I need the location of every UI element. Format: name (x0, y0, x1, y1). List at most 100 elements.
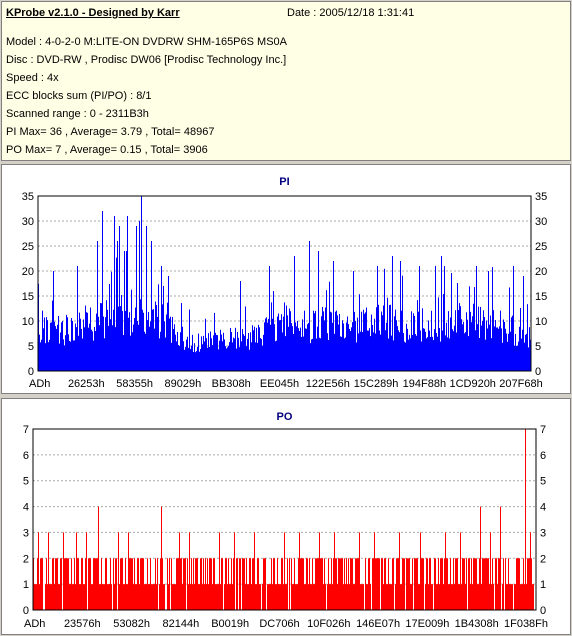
data-bar (517, 345, 518, 371)
data-bar (378, 558, 379, 610)
data-bar (226, 348, 227, 371)
data-bar (390, 304, 391, 371)
data-bar (110, 558, 111, 610)
data-bar (400, 261, 401, 371)
data-bar (305, 584, 306, 610)
data-bar (378, 304, 379, 371)
data-bar (315, 310, 316, 371)
data-bar (108, 325, 109, 371)
data-bar (316, 338, 317, 371)
data-bar (221, 334, 222, 371)
data-bar (95, 558, 96, 610)
data-bar (35, 584, 36, 610)
data-bar (302, 319, 303, 371)
data-bar (324, 320, 325, 371)
data-bar (499, 558, 500, 610)
data-bar (124, 251, 125, 371)
data-bar (198, 584, 199, 610)
x-tick-label: EE045h (260, 378, 299, 390)
data-bar (122, 558, 123, 610)
data-bar (337, 584, 338, 610)
data-bar (105, 558, 106, 610)
data-bar (350, 331, 351, 371)
data-bar (395, 584, 396, 610)
data-bar (407, 328, 408, 371)
data-bar (189, 309, 190, 371)
data-bar (60, 558, 61, 610)
data-bar (58, 316, 59, 371)
data-bar (210, 558, 211, 610)
data-bar (450, 558, 451, 610)
data-bar (354, 584, 355, 610)
data-bar (172, 317, 173, 371)
y-tick-label-left: 0 (23, 605, 29, 617)
data-bar (188, 584, 189, 610)
data-bar (75, 584, 76, 610)
data-bar (124, 584, 125, 610)
data-bar (74, 340, 75, 371)
data-bar (510, 331, 511, 371)
data-bar (249, 558, 250, 610)
data-bar (278, 584, 279, 610)
data-bar (515, 333, 516, 371)
data-bar (308, 584, 309, 610)
data-bar (245, 306, 246, 371)
data-bar (343, 584, 344, 610)
data-bar (88, 327, 89, 371)
data-bar (251, 342, 252, 371)
data-bar (80, 318, 81, 371)
data-bar (464, 558, 465, 610)
data-bar (208, 333, 209, 371)
data-bar (495, 558, 496, 610)
data-bar (214, 312, 215, 371)
data-bar (323, 584, 324, 610)
data-bar (454, 325, 455, 371)
data-bar (172, 584, 173, 610)
data-bar (330, 311, 331, 371)
x-tick-label: 15C289h (354, 378, 399, 390)
data-bar (236, 348, 237, 371)
data-bar (457, 283, 458, 371)
data-bar (222, 341, 223, 371)
data-bar (160, 558, 161, 610)
data-bar (512, 584, 513, 610)
data-bar (115, 558, 116, 610)
data-bar (114, 584, 115, 610)
data-bar (133, 324, 134, 371)
data-bar (333, 558, 334, 610)
data-bar (142, 309, 143, 371)
y-tick-label-left: 5 (28, 341, 34, 353)
data-bar (187, 558, 188, 610)
data-bar (423, 328, 424, 371)
data-bar (190, 348, 191, 371)
data-bar (55, 558, 56, 610)
data-bar (131, 289, 132, 371)
data-bar (98, 316, 99, 371)
data-bar (383, 584, 384, 610)
data-bar (362, 584, 363, 610)
data-bar (76, 532, 77, 610)
data-bar (242, 329, 243, 371)
data-bar (296, 584, 297, 610)
data-bar (291, 558, 292, 610)
data-bar (52, 558, 53, 610)
data-bar (89, 558, 90, 610)
data-bar (395, 309, 396, 371)
data-bar (231, 558, 232, 610)
data-bar (464, 333, 465, 371)
data-bar (347, 584, 348, 610)
data-bar (116, 257, 117, 371)
data-bar (521, 338, 522, 371)
data-bar (527, 304, 528, 371)
x-tick-label: 26253h (68, 378, 105, 390)
data-bar (488, 271, 489, 371)
data-bar (49, 339, 50, 371)
data-bar (306, 328, 307, 371)
data-bar (264, 558, 265, 610)
data-bar (216, 584, 217, 610)
data-bar (451, 584, 452, 610)
pi-chart-panel: PI 0 0 5 5 10 10 15 15 20 20 25 25 30 30 35 35 ADh 26253h 5… (1, 164, 571, 394)
data-bar (443, 584, 444, 610)
data-bar (123, 584, 124, 610)
data-bar (61, 558, 62, 610)
